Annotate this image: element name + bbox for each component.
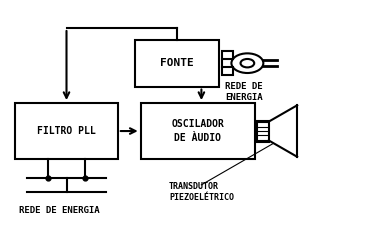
Text: FONTE: FONTE <box>160 58 193 68</box>
Circle shape <box>241 59 254 67</box>
Bar <box>256 121 269 142</box>
Text: OSCILADOR
DE ÀUDIO: OSCILADOR DE ÀUDIO <box>171 119 224 143</box>
Bar <box>222 51 233 75</box>
Text: TRANSDUTOR
PIEZOELÉTRICO: TRANSDUTOR PIEZOELÉTRICO <box>169 182 234 202</box>
Circle shape <box>231 53 263 73</box>
Bar <box>15 103 118 159</box>
Text: FILTRO PLL: FILTRO PLL <box>37 126 96 136</box>
Bar <box>135 40 218 87</box>
Text: REDE DE ENERGIA: REDE DE ENERGIA <box>19 206 99 215</box>
Bar <box>141 103 255 159</box>
Text: REDE DE
ENERGIA: REDE DE ENERGIA <box>225 82 263 102</box>
